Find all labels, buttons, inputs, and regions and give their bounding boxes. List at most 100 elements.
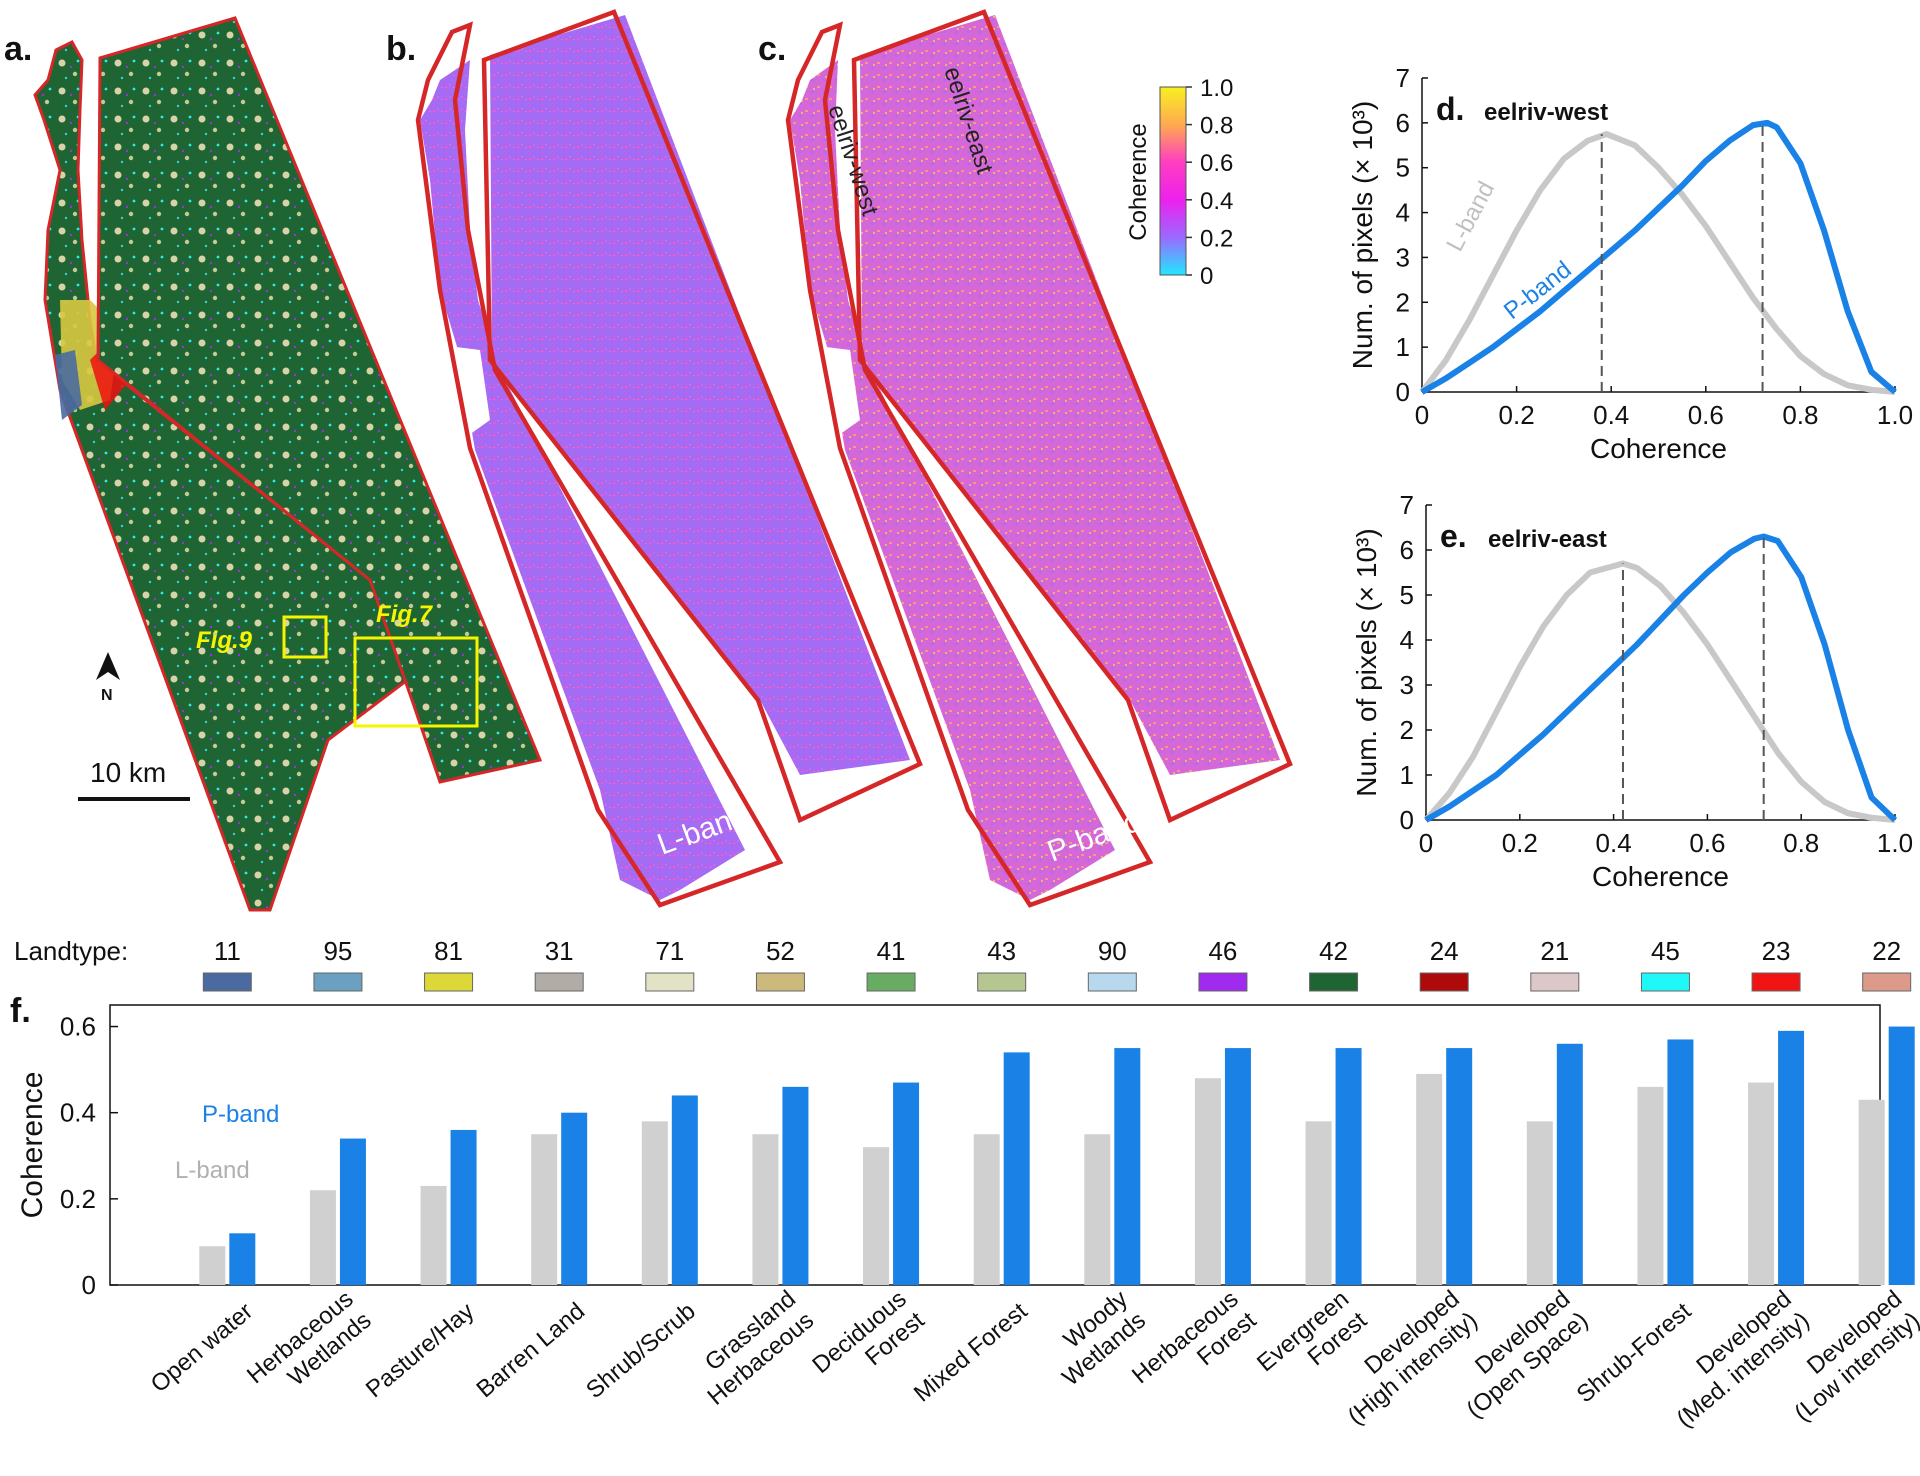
series-line (1420, 119, 1897, 395)
series-label-p: P-band (202, 1101, 279, 1128)
y-tick-label: 1 (1396, 332, 1410, 362)
y-tick-label: 0.2 (60, 1184, 96, 1214)
scale-label: 10 km (90, 757, 166, 788)
landtype-code: 95 (323, 936, 352, 966)
category-label-line: Open water (146, 1298, 258, 1398)
category-label: Shrub-Forest (1572, 1297, 1697, 1408)
y-tick-label: 0 (82, 1270, 96, 1300)
chart-title: eelriv-west (1484, 99, 1608, 126)
north-label: N (101, 687, 113, 704)
colorbar-label: Coherence (1125, 123, 1152, 240)
landtype-swatch (755, 972, 805, 992)
north-arrow-icon (96, 652, 120, 680)
landtype-swatch (202, 972, 252, 992)
y-tick-label: 6 (1396, 108, 1410, 138)
bar-p-band (1114, 1048, 1141, 1285)
x-tick-label: 1.0 (1877, 828, 1913, 858)
panel-label-d: d. (1436, 91, 1464, 127)
bar-l-band (973, 1134, 1000, 1285)
landtype-label: Landtype: (14, 936, 128, 966)
y-axis-label: Coherence (16, 1072, 49, 1219)
category-label-line: Barren Land (471, 1298, 590, 1404)
landtype-code: 45 (1651, 936, 1680, 966)
landtype-code: 52 (766, 936, 795, 966)
landtype-code: 21 (1540, 936, 1569, 966)
series-label-l: L-band (1441, 177, 1500, 256)
map-b-east-strip (490, 15, 910, 775)
y-tick-label: 0.4 (60, 1098, 96, 1128)
y-axis-label: Num. of pixels (× 10³) (1347, 101, 1378, 369)
bar-l-band (1305, 1121, 1332, 1285)
landtype-code: 31 (545, 936, 574, 966)
bar-l-band (1084, 1134, 1111, 1285)
x-axis-label: Coherence (1590, 433, 1727, 464)
bar-p-band (561, 1112, 588, 1285)
bar-l-band (752, 1134, 779, 1285)
y-tick-label: 0 (1400, 805, 1414, 835)
bar-l-band (1858, 1099, 1885, 1285)
category-label: Developed(Open Space) (1444, 1285, 1594, 1423)
category-label: HerbaceousForest (1127, 1285, 1262, 1411)
chart-d: 0 0.2 0.4 0.6 0.8 1.0 0 1 2 3 4 5 6 7 Coherence Num. of… (1347, 63, 1913, 464)
colorbar-tick-label: 0 (1200, 263, 1213, 290)
bar-l-band (1416, 1073, 1443, 1285)
category-label: Shrub/Scrub (581, 1298, 701, 1404)
landtype-swatch (977, 972, 1027, 992)
y-tick-label: 7 (1396, 63, 1410, 93)
bar-l-band (641, 1121, 668, 1285)
map-c: eelriv-west eelriv-east P-band (785, 9, 1293, 908)
bar-p-band (1003, 1052, 1030, 1285)
bar-p-band (1335, 1048, 1362, 1285)
category-label: Open water (146, 1298, 258, 1398)
bar-p-band (893, 1082, 920, 1285)
x-tick-label: 0 (1419, 828, 1433, 858)
landtype-swatch (1530, 972, 1580, 992)
map-c-east-strip (860, 15, 1280, 775)
colorbar-tick-label: 0.4 (1200, 188, 1233, 215)
landtype-code: 24 (1430, 936, 1459, 966)
bar-l-band (199, 1246, 226, 1285)
category-label-line: Pasture/Hay (361, 1298, 480, 1404)
map-b-west-gap (440, 345, 490, 440)
bar-l-band (420, 1185, 447, 1285)
category-label: HerbaceousWetlands (242, 1285, 376, 1410)
x-tick-label: 0.6 (1689, 828, 1725, 858)
y-tick-label: 4 (1400, 625, 1414, 655)
bar-l-band (531, 1134, 558, 1285)
y-tick-label: 0 (1396, 377, 1410, 407)
map-c-east-outline (851, 9, 1293, 824)
y-tick-label: 6 (1400, 535, 1414, 565)
bar-p-band (1224, 1048, 1251, 1285)
colorbar: 1.0 0.8 0.6 0.4 0.2 0 Coherence (1125, 75, 1233, 290)
series-line (1423, 560, 1896, 823)
fig9-label: Fig.9 (196, 627, 253, 654)
bar-l-band (1748, 1082, 1775, 1285)
y-tick-label: 2 (1400, 715, 1414, 745)
fig7-box (353, 636, 479, 728)
map-a-west-strip (33, 40, 412, 912)
colorbar-tick-label: 0.8 (1200, 113, 1233, 140)
bar-p-band (450, 1129, 477, 1285)
fig7-label: Fig.7 (376, 601, 434, 628)
map-c-west-outline (785, 21, 1154, 908)
map-c-west-strip (790, 60, 1115, 900)
landtype-swatch (424, 972, 474, 992)
x-tick-label: 0.8 (1783, 828, 1819, 858)
bar-p-band (782, 1086, 809, 1285)
y-tick-label: 0.6 (60, 1012, 96, 1042)
panel-label-b: b. (386, 30, 416, 68)
category-label-line: Shrub-Forest (1572, 1297, 1697, 1408)
landtype-swatch (645, 972, 695, 992)
map-b-west-outline (415, 21, 784, 908)
x-tick-label: 1.0 (1877, 400, 1913, 430)
landtype-swatch (1751, 972, 1801, 992)
bar-l-band (1637, 1086, 1664, 1285)
y-tick-label: 1 (1400, 760, 1414, 790)
y-tick-label: 7 (1400, 490, 1414, 520)
colorbar-tick-label: 0.2 (1200, 225, 1233, 252)
landtype-swatch (1309, 972, 1359, 992)
landtype-code: 90 (1098, 936, 1127, 966)
y-tick-label: 2 (1396, 287, 1410, 317)
y-axis-label: Num. of pixels (× 10³) (1351, 528, 1382, 796)
